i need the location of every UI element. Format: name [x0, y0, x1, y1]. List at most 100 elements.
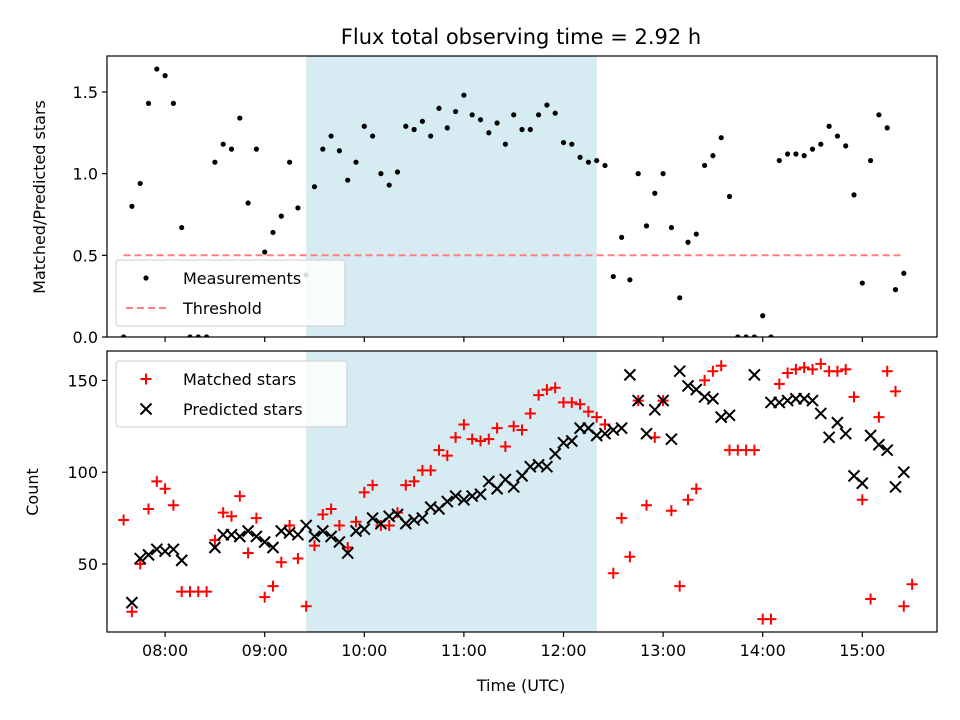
measurement-point [652, 190, 658, 196]
predicted-stars-point [474, 488, 487, 501]
measurement-point [602, 162, 608, 169]
predicted-stars-point [507, 480, 520, 494]
matched-stars-point [433, 444, 445, 456]
matched-stars-point [798, 362, 810, 374]
measurement-point [527, 126, 533, 133]
matched-stars-point [574, 398, 586, 410]
matched-stars-point [616, 512, 628, 524]
top-legend: Measurements Threshold [115, 259, 346, 327]
measurement-point [162, 73, 168, 79]
predicted-stars-point [341, 546, 354, 560]
bottom-plot-area [118, 358, 918, 625]
measurement-point [320, 146, 326, 152]
matched-stars-point [466, 433, 478, 445]
matched-stars-point [765, 613, 777, 625]
matched-stars-point [143, 503, 154, 515]
measurement-point [436, 105, 442, 111]
measurement-point [884, 125, 890, 131]
matched-stars-point [300, 600, 312, 612]
predicted-stars-point [266, 541, 280, 554]
measurement-point [610, 273, 616, 280]
predicted-stars-point [250, 530, 263, 543]
predicted-stars-point [889, 480, 902, 494]
measurement-point [627, 277, 633, 283]
measurement-point [702, 162, 708, 169]
matched-stars-point [690, 483, 702, 495]
measurement-point [776, 157, 782, 164]
measurement-point [295, 205, 301, 211]
x-tick-label: 15:00 [839, 641, 885, 660]
measurement-point [394, 169, 401, 175]
predicted-stars-point [806, 394, 819, 407]
bottom-legend: Matched stars Predicted stars [115, 360, 348, 428]
matched-stars-point [790, 363, 802, 375]
measurement-point [635, 171, 641, 177]
predicted-stars-point [598, 427, 612, 440]
matched-stars-point [333, 519, 345, 531]
bottom-y-tick-label: 100 [67, 463, 98, 482]
measurement-point [834, 133, 841, 139]
x-tick-label: 09:00 [242, 641, 288, 660]
measurement-point [818, 141, 824, 147]
measurement-point [569, 141, 575, 147]
predicted-stars-point [366, 511, 379, 525]
predicted-stars-point [723, 409, 736, 422]
matched-stars-point [491, 422, 503, 434]
matched-stars-point [840, 363, 852, 375]
matched-stars-point [483, 433, 495, 445]
measurement-point [643, 223, 650, 229]
matched-stars-point [317, 508, 329, 520]
matched-stars-point [699, 374, 711, 386]
measurement-point [726, 193, 733, 200]
top-panel: 0.0 0.5 1.0 1.5 Measurements Threshold [73, 55, 938, 347]
measurement-point [154, 66, 160, 72]
predicted-stars-point [640, 427, 653, 440]
matched-stars-point [715, 360, 727, 372]
predicted-stars-point [856, 477, 869, 490]
predicted-stars-point [822, 431, 836, 444]
matched-stars-point [508, 420, 520, 432]
top-y-tick-label: 1.5 [73, 83, 98, 102]
measurement-point [253, 146, 259, 152]
matched-stars-point [350, 516, 362, 528]
matched-stars-point [167, 499, 179, 511]
matched-stars-point [400, 479, 412, 491]
measurement-point [137, 180, 143, 187]
predicted-stars-point [706, 392, 720, 405]
measurement-point [287, 159, 293, 165]
measurement-point [237, 115, 243, 121]
measurement-point [511, 112, 517, 118]
matched-stars-point [898, 600, 910, 612]
matched-stars-point [873, 411, 885, 423]
predicted-stars-point [316, 524, 330, 538]
matched-stars-point [458, 418, 470, 430]
matched-stars-point [408, 475, 420, 487]
matched-stars-point [242, 547, 254, 559]
predicted-stars-point [656, 394, 670, 407]
matched-stars-point [541, 384, 553, 396]
matched-stars-point [259, 591, 271, 603]
predicted-stars-point [167, 543, 180, 556]
matched-stars-point [126, 606, 138, 618]
measurement-point [519, 126, 525, 133]
measurement-point [793, 151, 799, 157]
measurement-point [619, 234, 625, 240]
matched-stars-point [159, 483, 171, 495]
predicted-stars-point [142, 548, 155, 562]
measurement-point [328, 133, 334, 139]
matched-stars-point [118, 514, 130, 526]
matched-stars-point [682, 494, 694, 506]
top-plot-area [121, 66, 907, 337]
measurement-point [826, 123, 832, 129]
matched-stars-point [134, 558, 146, 570]
measurement-point [370, 133, 376, 139]
predicted-stars-point [441, 495, 454, 508]
matched-stars-point [782, 367, 794, 379]
x-tick-label: 11:00 [441, 641, 487, 660]
measurement-point [228, 146, 235, 152]
predicted-stars-point [748, 368, 761, 382]
top-series-0 [121, 66, 907, 337]
measurement-point [868, 157, 874, 164]
measurement-point [594, 157, 600, 164]
predicted-stars-point [416, 511, 429, 525]
